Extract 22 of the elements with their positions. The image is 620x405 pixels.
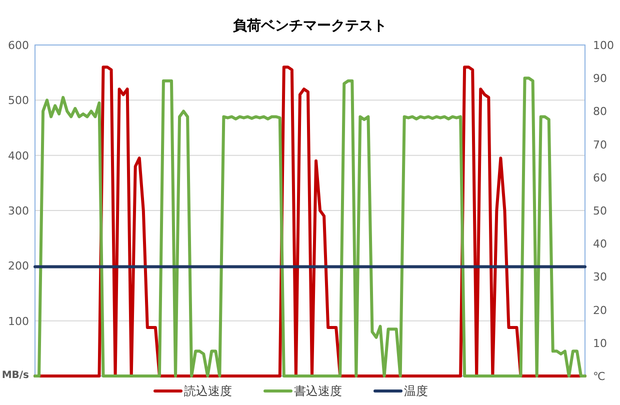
y-tick-label: 300: [8, 204, 29, 218]
y2-tick-label: 60: [593, 171, 607, 184]
legend-label: 読込速度: [184, 384, 232, 398]
y2-axis-title: ℃: [593, 370, 606, 383]
y2-tick-label: 10: [593, 336, 607, 350]
y-tick-label: 200: [8, 260, 29, 273]
y-tick-label: 500: [8, 94, 29, 108]
y2-tick-label: 80: [593, 105, 607, 118]
y2-tick-label: 40: [593, 238, 607, 251]
legend-label: 温度: [404, 384, 428, 398]
y2-tick-label: 20: [593, 304, 607, 317]
y2-tick-label: 50: [593, 204, 607, 218]
y2-tick-label: 70: [593, 138, 607, 152]
legend-label: 書込速度: [294, 384, 342, 398]
y-tick-label: 600: [8, 39, 29, 52]
chart-title: 負荷ベンチマークテスト: [233, 18, 387, 34]
y2-tick-label: 90: [593, 72, 607, 86]
y2-tick-label: 100: [593, 39, 614, 52]
y-tick-label: 100: [8, 314, 29, 328]
y2-tick-label: 30: [593, 270, 607, 284]
y-axis-title: MB/s: [2, 370, 30, 381]
y-tick-label: 400: [8, 149, 29, 162]
